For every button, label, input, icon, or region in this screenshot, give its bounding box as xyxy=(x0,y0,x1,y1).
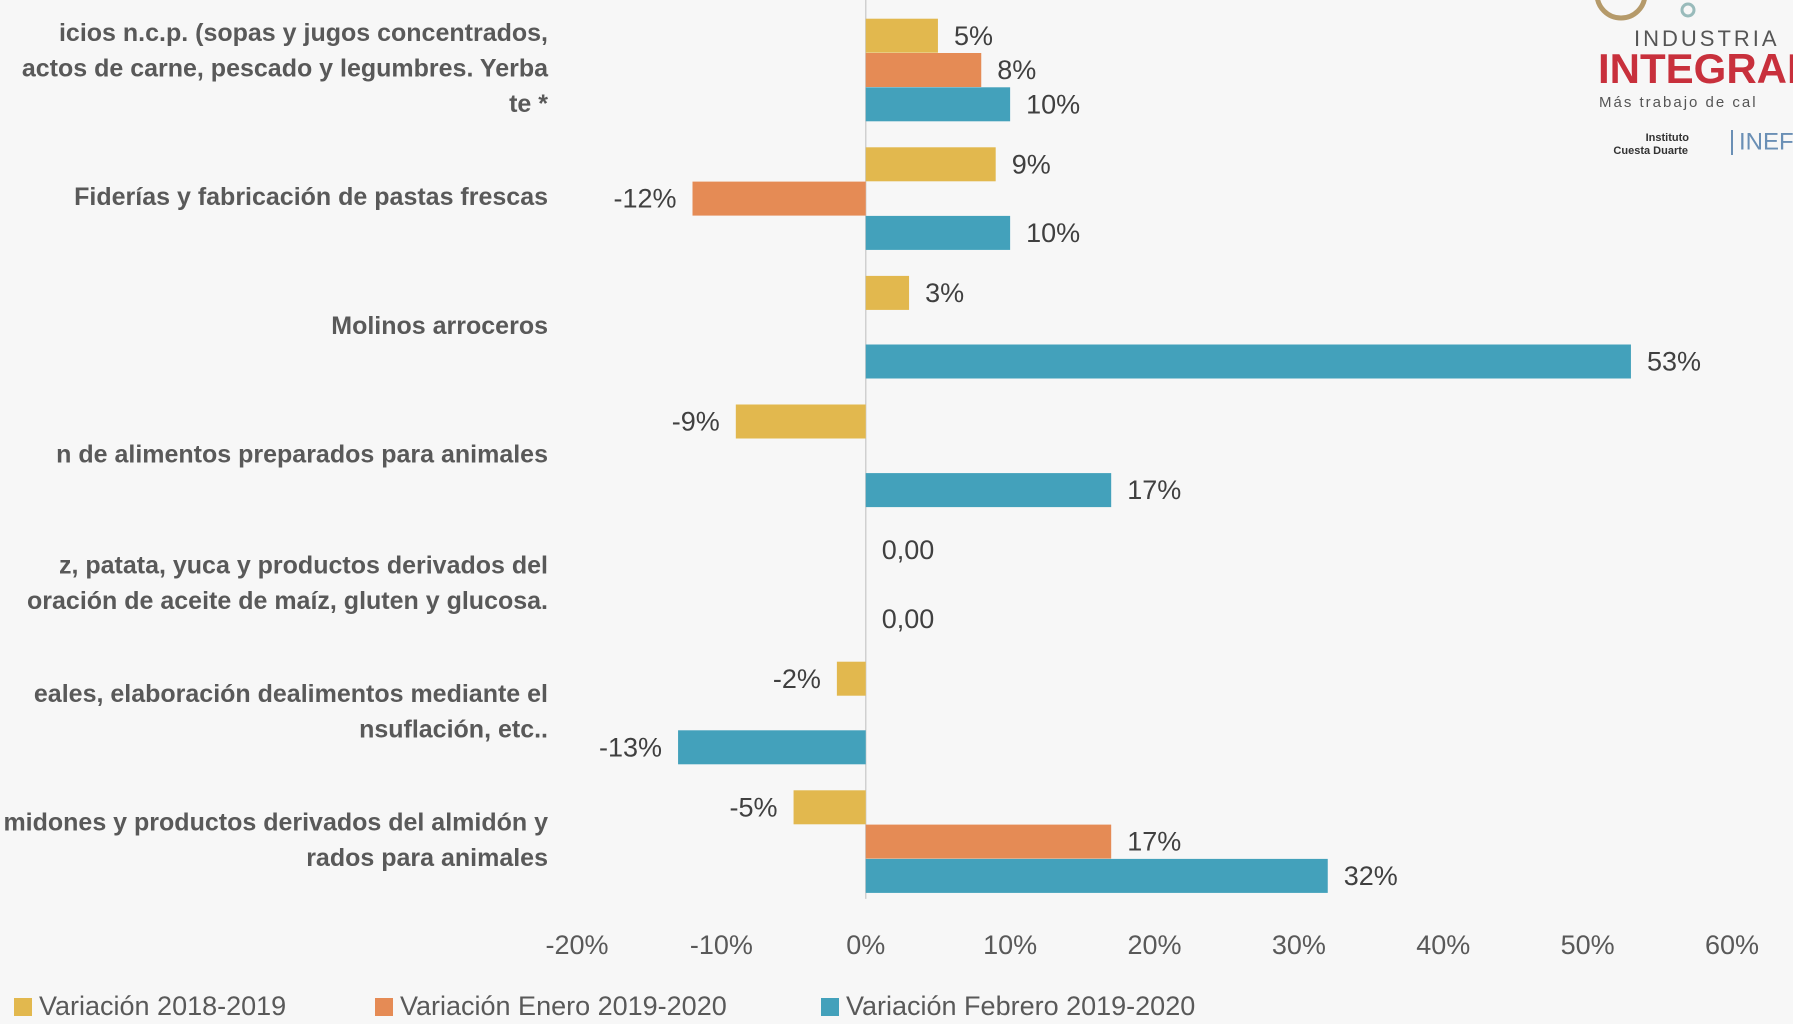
y-tick-label: oración de aceite de maíz, gluten y gluc… xyxy=(27,587,548,615)
bar xyxy=(836,661,866,696)
y-tick-label: actos de carne, pescado y legumbres. Yer… xyxy=(22,55,549,83)
value-label: 17% xyxy=(1127,475,1181,505)
y-tick-label: Molinos arroceros xyxy=(331,312,548,340)
bar xyxy=(865,215,1011,250)
bar xyxy=(865,344,1631,379)
logo: INDUSTRIA INTEGRAD Más trabajo de cal In… xyxy=(1595,0,1793,157)
logo-text: Instituto xyxy=(1646,132,1690,144)
y-tick-label: z, patata, yuca y productos derivados de… xyxy=(59,551,548,579)
x-tick-label: -10% xyxy=(690,930,753,960)
logo-text: INDUSTRIA xyxy=(1634,26,1780,51)
bar xyxy=(865,275,910,310)
value-label: -9% xyxy=(672,407,720,437)
y-tick-label: icios n.c.p. (sopas y jugos concentrados… xyxy=(59,19,548,47)
value-label: 10% xyxy=(1026,218,1080,248)
x-tick-label: 0% xyxy=(846,930,885,960)
value-label: 53% xyxy=(1647,347,1701,377)
value-label: 0,00 xyxy=(882,535,935,565)
bar xyxy=(865,858,1328,893)
bar xyxy=(865,87,1011,122)
value-label: 3% xyxy=(925,278,964,308)
x-tick-label: 40% xyxy=(1416,930,1470,960)
y-tick-label: Fiderías y fabricación de pastas frescas xyxy=(74,183,548,211)
y-tick-label: eales, elaboración dealimentos mediante … xyxy=(34,680,548,708)
logo-icon xyxy=(1680,2,1696,18)
value-label: -5% xyxy=(730,792,778,822)
y-tick-label: midones y productos derivados del almidó… xyxy=(3,808,548,836)
bar xyxy=(865,53,982,87)
x-tick-label: 60% xyxy=(1705,930,1759,960)
logo-text: INTEGRAD xyxy=(1598,45,1793,92)
y-tick-label: te * xyxy=(509,90,548,118)
legend-swatch xyxy=(14,998,32,1016)
bar xyxy=(865,824,1112,859)
x-tick-label: 10% xyxy=(983,930,1037,960)
value-label: 8% xyxy=(997,55,1036,85)
x-tick-label: 30% xyxy=(1272,930,1326,960)
value-label: 17% xyxy=(1127,827,1181,857)
value-label: 5% xyxy=(954,21,993,51)
logo-text: INEFO xyxy=(1739,128,1793,155)
value-label: -2% xyxy=(773,664,821,694)
y-tick-label: rados para animales xyxy=(306,844,548,872)
legend-swatch xyxy=(375,998,393,1016)
bar xyxy=(735,404,866,439)
logo-text: Cuesta Duarte xyxy=(1613,145,1688,157)
bar xyxy=(793,790,866,825)
y-tick-label: n de alimentos preparados para animales xyxy=(56,440,548,468)
value-label: -13% xyxy=(599,732,662,762)
value-label: -12% xyxy=(613,184,676,214)
bar xyxy=(865,147,996,182)
value-label: 9% xyxy=(1012,149,1051,179)
legend-label: Variación Enero 2019-2020 xyxy=(400,991,727,1021)
value-label: 0,00 xyxy=(882,604,935,634)
x-tick-label: 50% xyxy=(1561,930,1615,960)
legend-label: Variación Febrero 2019-2020 xyxy=(846,991,1195,1021)
bar xyxy=(865,18,938,53)
bar xyxy=(692,181,866,216)
value-label: 10% xyxy=(1026,89,1080,119)
bar xyxy=(678,730,866,765)
y-tick-label: nsuflación, etc.. xyxy=(359,715,548,743)
bar xyxy=(865,473,1112,508)
legend-swatch xyxy=(821,998,839,1016)
value-label: 32% xyxy=(1344,861,1398,891)
legend-label: Variación 2018-2019 xyxy=(39,991,286,1021)
logo-text: Más trabajo de cal xyxy=(1599,94,1758,111)
logo-icon xyxy=(1595,0,1647,21)
x-tick-label: 20% xyxy=(1127,930,1181,960)
x-tick-label: -20% xyxy=(545,930,608,960)
